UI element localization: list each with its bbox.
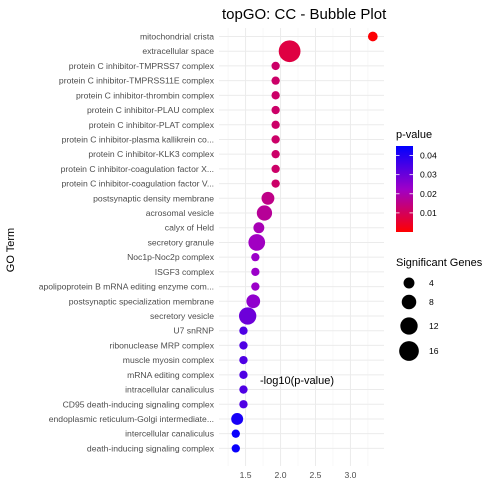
bubble-point — [248, 234, 266, 251]
bubble-point — [271, 76, 280, 85]
size-legend-label: 8 — [429, 297, 434, 307]
size-legend-circle — [401, 294, 417, 310]
y-tick-label: U7 snRNP — [173, 326, 214, 336]
y-tick-label: protein C inhibitor-KLK3 complex — [88, 149, 214, 159]
y-tick-label: protein C inhibitor-plasma kallikrein co… — [62, 134, 214, 144]
bubble-point — [271, 120, 280, 129]
bubble-point — [231, 444, 240, 453]
y-tick-label: ISGF3 complex — [155, 267, 215, 277]
y-tick-label: extracellular space — [142, 46, 214, 56]
bubble-point — [261, 191, 275, 205]
y-tick-label: intracellular canaliculus — [125, 385, 214, 395]
y-tick-label: Noc1p-Noc2p complex — [127, 252, 215, 262]
y-tick-label: secretory granule — [148, 237, 215, 247]
y-tick-label: mitochondrial crista — [140, 32, 214, 42]
bubble-point — [231, 429, 240, 438]
bubble-point — [271, 179, 280, 188]
bubble-point — [251, 282, 260, 291]
size-legend-circle — [400, 317, 418, 335]
colorbar-label: 0.02 — [420, 189, 437, 199]
plot-grid — [219, 28, 384, 466]
bubble-point — [239, 341, 248, 350]
y-tick-label: protein C inhibitor-coagulation factor X… — [61, 164, 214, 174]
bubble-point — [271, 61, 280, 71]
y-tick-label: protein C inhibitor-PLAT complex — [89, 120, 215, 130]
x-tick-label: 3.0 — [344, 470, 356, 480]
bubble-point — [278, 40, 301, 63]
y-tick-label: muscle myosin complex — [123, 355, 215, 365]
significant-genes-legend: Significant Genes 4 8 12 16 — [396, 257, 483, 361]
p-value-legend: p-value 0.04 0.03 0.02 0.01 — [396, 129, 437, 232]
y-tick-label: CD95 death-inducing signaling complex — [63, 399, 215, 409]
bubble-point — [239, 326, 248, 335]
x-axis-ticks: 1.5 2.0 2.5 3.0 — [240, 470, 357, 480]
y-tick-label: apolipoprotein B mRNA editing enzyme com… — [39, 282, 214, 292]
size-legend-label: 16 — [429, 346, 439, 356]
colorbar-label: 0.04 — [420, 151, 437, 161]
bubble-point — [231, 412, 244, 425]
y-tick-label: calyx of Held — [165, 223, 214, 233]
y-tick-label: postsynaptic specialization membrane — [69, 296, 214, 306]
y-tick-label: ribonuclease MRP complex — [110, 340, 215, 350]
y-tick-label: postsynaptic density membrane — [93, 193, 214, 203]
colorbar-label: 0.01 — [420, 208, 437, 218]
size-legend-label: 12 — [429, 321, 439, 331]
x-tick-label: 1.5 — [240, 470, 252, 480]
y-tick-label: protein C inhibitor-TMPRSS11E complex — [59, 76, 215, 86]
size-legend-circle — [403, 277, 415, 289]
bubble-point — [239, 355, 248, 365]
y-tick-label: death-inducing signaling complex — [87, 443, 215, 453]
y-axis-title: GO Term — [5, 228, 17, 272]
y-tick-label: protein C inhibitor-thrombin complex — [76, 90, 215, 100]
bubble-point — [238, 307, 257, 325]
bubble-point — [256, 205, 273, 221]
bubble-point — [271, 91, 280, 100]
bubble-point — [271, 105, 280, 115]
y-tick-label: protein C inhibitor-PLAU complex — [87, 105, 215, 115]
bubble-point — [271, 164, 280, 174]
size-legend-label: 4 — [429, 278, 434, 288]
y-tick-label: endoplasmic reticulum-Golgi intermediate… — [49, 414, 214, 424]
y-tick-label: mRNA editing complex — [127, 370, 215, 380]
significant-genes-legend-title: Significant Genes — [396, 257, 483, 269]
x-axis-title: -log10(p-value) — [260, 375, 334, 387]
bubble-point — [239, 370, 248, 379]
bubble-point — [239, 385, 248, 394]
y-tick-label: acrosomal vesicle — [146, 208, 215, 218]
x-tick-label: 2.5 — [310, 470, 322, 480]
bubble-point — [251, 252, 260, 262]
colorbar-label: 0.03 — [420, 170, 437, 180]
bubble-point — [271, 150, 280, 159]
bubble-point — [251, 267, 260, 277]
y-axis-labels: mitochondrial crista extracellular space p… — [39, 32, 215, 454]
size-legend-circle — [399, 341, 419, 361]
x-tick-label: 2.0 — [275, 470, 287, 480]
y-tick-label: protein C inhibitor-TMPRSS7 complex — [69, 61, 215, 71]
bubble-point — [271, 135, 280, 144]
p-value-legend-title: p-value — [396, 129, 432, 141]
bubble-point — [367, 31, 378, 42]
bubble-point — [246, 294, 261, 309]
data-points — [231, 31, 378, 453]
p-value-colorbar — [396, 146, 413, 232]
y-tick-label: protein C inhibitor-coagulation factor V… — [61, 179, 214, 189]
bubble-point — [239, 400, 248, 409]
y-tick-label: secretory vesicle — [150, 311, 214, 321]
chart-title: topGO: CC - Bubble Plot — [222, 6, 387, 23]
y-tick-label: intercellular canaliculus — [125, 429, 214, 439]
bubble-point — [253, 222, 265, 234]
